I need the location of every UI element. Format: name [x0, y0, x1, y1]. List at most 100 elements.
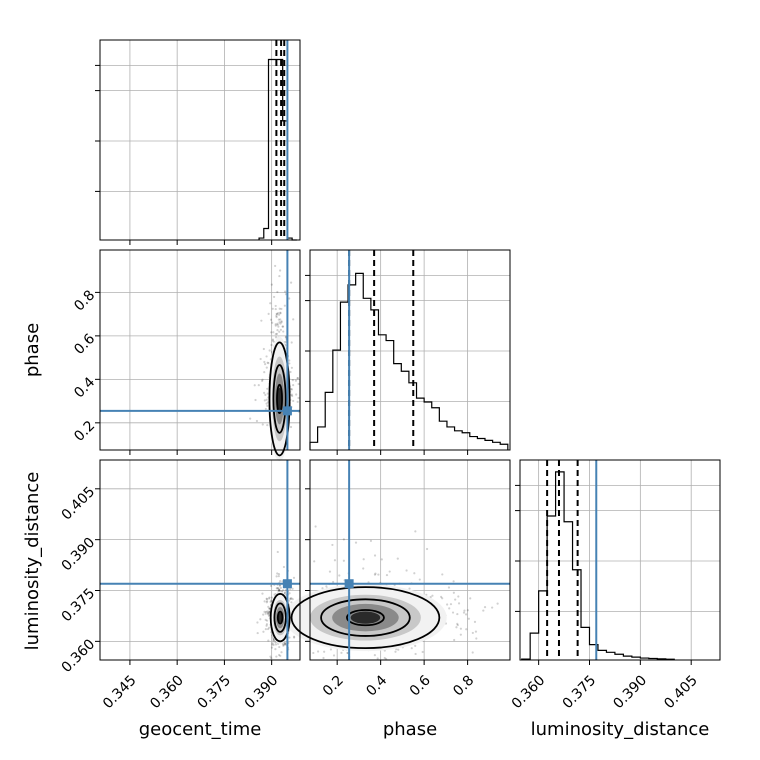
sample-point — [266, 424, 269, 427]
sample-point — [272, 643, 275, 646]
grid-layer — [100, 40, 720, 660]
sample-point — [325, 585, 328, 588]
sample-point — [271, 339, 274, 342]
sample-point — [448, 607, 451, 610]
sample-point — [373, 654, 376, 657]
sample-point — [469, 597, 472, 600]
sample-point — [283, 304, 286, 307]
sample-point — [264, 610, 268, 614]
sample-point — [283, 683, 285, 685]
contour-line — [269, 592, 291, 643]
sample-point — [274, 643, 278, 646]
sample-point — [267, 610, 270, 613]
sample-point — [193, 626, 195, 628]
sample-point — [410, 673, 412, 675]
sample-point — [265, 598, 269, 601]
sample-point — [240, 601, 242, 603]
sample-point — [281, 642, 284, 645]
sample-point — [284, 641, 287, 645]
sample-point — [276, 311, 280, 315]
sample-point — [288, 592, 291, 595]
sample-point — [284, 290, 287, 293]
sample-point — [288, 636, 291, 639]
sample-point — [278, 584, 281, 587]
panel-frame-phase-luminosity_distance — [309, 459, 511, 661]
sample-point — [275, 575, 278, 578]
sample-point — [292, 399, 295, 403]
sample-point — [264, 612, 267, 615]
sample-point — [259, 633, 261, 635]
sample-point — [414, 530, 417, 533]
sample-point — [388, 570, 391, 573]
contour-line — [268, 341, 291, 457]
panel-frames-layer — [99, 39, 721, 661]
sample-point — [233, 622, 235, 624]
sample-point — [275, 312, 278, 316]
sample-point — [270, 656, 273, 660]
tick-label-x: 0.8 — [450, 672, 477, 699]
sample-point — [274, 666, 276, 668]
sample-point — [277, 318, 280, 321]
sample-point — [452, 580, 455, 583]
sample-point — [471, 651, 474, 654]
density-layer — [268, 336, 447, 652]
sample-point — [297, 382, 300, 386]
sample-point — [260, 319, 263, 322]
sample-point — [294, 379, 298, 382]
xlabel-phase: phase — [383, 719, 437, 740]
sample-point — [269, 302, 272, 305]
sample-point — [496, 602, 499, 605]
sample-point — [270, 599, 273, 602]
sample-point — [249, 417, 252, 420]
sample-point — [295, 651, 297, 653]
sample-point — [268, 607, 271, 610]
sample-point — [297, 396, 300, 400]
sample-point — [290, 393, 293, 396]
sample-point — [269, 318, 273, 321]
sample-point — [264, 618, 267, 621]
sample-point — [459, 627, 462, 630]
tick-label-x: 0.345 — [100, 672, 140, 712]
panel-frame-luminosity_distance-luminosity_distance — [519, 459, 721, 661]
sample-point — [272, 331, 275, 334]
sample-point — [483, 606, 487, 609]
sample-point — [322, 656, 325, 660]
sample-point — [292, 318, 295, 321]
sample-point — [269, 600, 272, 603]
sample-point — [280, 307, 283, 311]
sample-point — [266, 387, 269, 390]
sample-point — [283, 591, 287, 594]
contour-line — [272, 364, 287, 434]
sample-point — [269, 584, 273, 587]
sample-point — [265, 651, 267, 653]
sample-point — [278, 645, 281, 649]
histogram-layer — [258, 58, 675, 660]
sample-point — [274, 647, 277, 651]
sample-point — [418, 578, 421, 581]
sample-point — [321, 587, 324, 590]
sample-point — [281, 669, 283, 671]
xlabel-geocent-time: geocent_time — [139, 719, 262, 740]
sample-point — [482, 609, 485, 612]
sample-point — [463, 609, 466, 612]
sample-point — [275, 313, 279, 316]
sample-point — [265, 623, 269, 626]
sample-point — [255, 643, 257, 645]
sample-point — [275, 316, 278, 319]
sample-point — [202, 620, 204, 622]
sample-point — [278, 589, 281, 592]
sample-point — [295, 393, 298, 396]
sample-point — [491, 606, 494, 609]
sample-point — [441, 573, 444, 576]
sample-point — [279, 328, 282, 331]
sample-point — [266, 361, 269, 364]
sample-point — [394, 650, 397, 653]
sample-point — [277, 573, 281, 576]
sample-point — [268, 349, 271, 352]
sample-point — [312, 651, 315, 655]
ylabel-luminosity-distance: luminosity_distance — [22, 472, 43, 651]
sample-point — [211, 626, 213, 628]
sample-point — [255, 419, 259, 423]
sample-point — [362, 567, 365, 570]
sample-point — [276, 572, 279, 575]
